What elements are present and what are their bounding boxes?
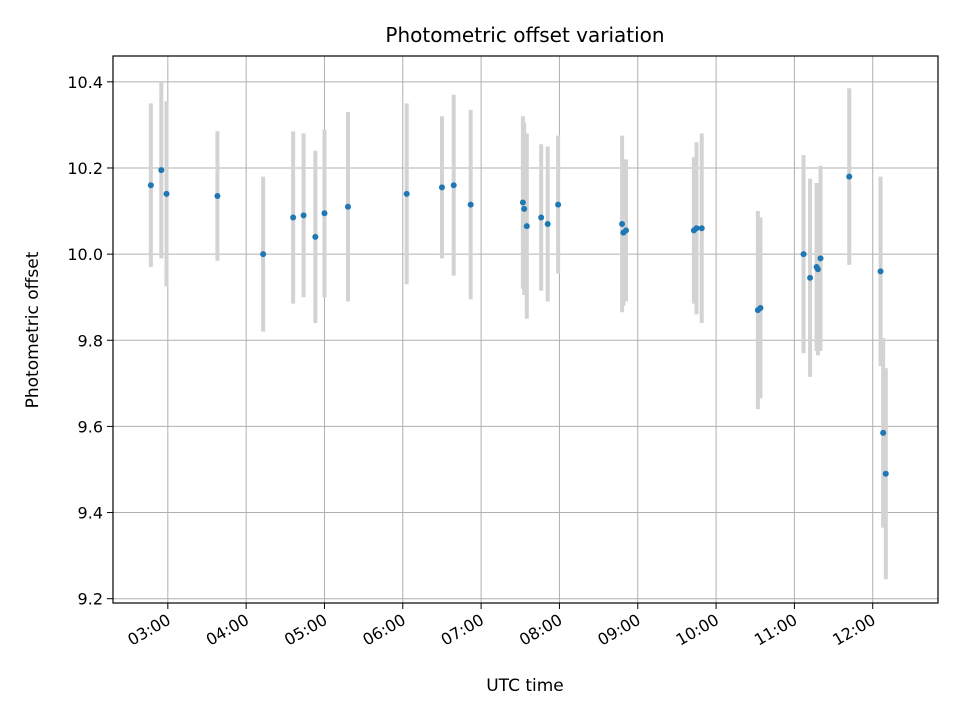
y-tick-label: 10.2 <box>67 159 103 178</box>
data-point <box>555 201 562 208</box>
data-point <box>619 220 626 227</box>
y-tick-label: 10.0 <box>67 245 103 264</box>
data-point <box>321 210 328 217</box>
data-point <box>290 214 297 221</box>
data-point <box>344 203 351 210</box>
x-axis-title: UTC time <box>486 676 564 696</box>
y-tick-label: 10.4 <box>67 73 103 92</box>
data-point <box>846 173 853 180</box>
data-point <box>817 255 824 262</box>
data-point <box>521 205 528 212</box>
data-point <box>698 225 705 232</box>
y-tick-label: 9.8 <box>78 331 103 350</box>
data-point <box>800 251 807 258</box>
data-point <box>757 304 764 311</box>
y-axis-title: Photometric offset <box>23 251 43 408</box>
data-point <box>880 429 887 436</box>
data-point <box>163 190 170 197</box>
data-point <box>814 266 821 273</box>
data-point <box>403 190 410 197</box>
data-point <box>519 199 526 206</box>
y-axis: 9.2 9.4 9.6 9.8 10.0 10.2 10.4 <box>67 73 113 609</box>
data-point <box>544 220 551 227</box>
data-point <box>882 470 889 477</box>
plot-area-frame <box>112 55 939 604</box>
data-point <box>438 184 445 191</box>
data-point <box>450 182 457 189</box>
data-point <box>214 192 221 199</box>
data-point <box>158 167 165 174</box>
data-point <box>807 274 814 281</box>
data-point <box>538 214 545 221</box>
y-tick-label: 9.4 <box>78 504 103 523</box>
data-point <box>693 225 700 232</box>
data-point <box>467 201 474 208</box>
data-points <box>147 167 889 477</box>
y-tick-label: 9.2 <box>78 590 103 609</box>
data-point <box>623 227 630 234</box>
data-point <box>260 251 267 258</box>
data-point <box>147 182 154 189</box>
chart-title: Photometric offset variation <box>385 23 664 47</box>
data-point <box>300 212 307 219</box>
y-tick-label: 9.6 <box>78 417 103 436</box>
data-point <box>877 268 884 275</box>
data-point <box>312 233 319 240</box>
data-point <box>523 223 530 230</box>
